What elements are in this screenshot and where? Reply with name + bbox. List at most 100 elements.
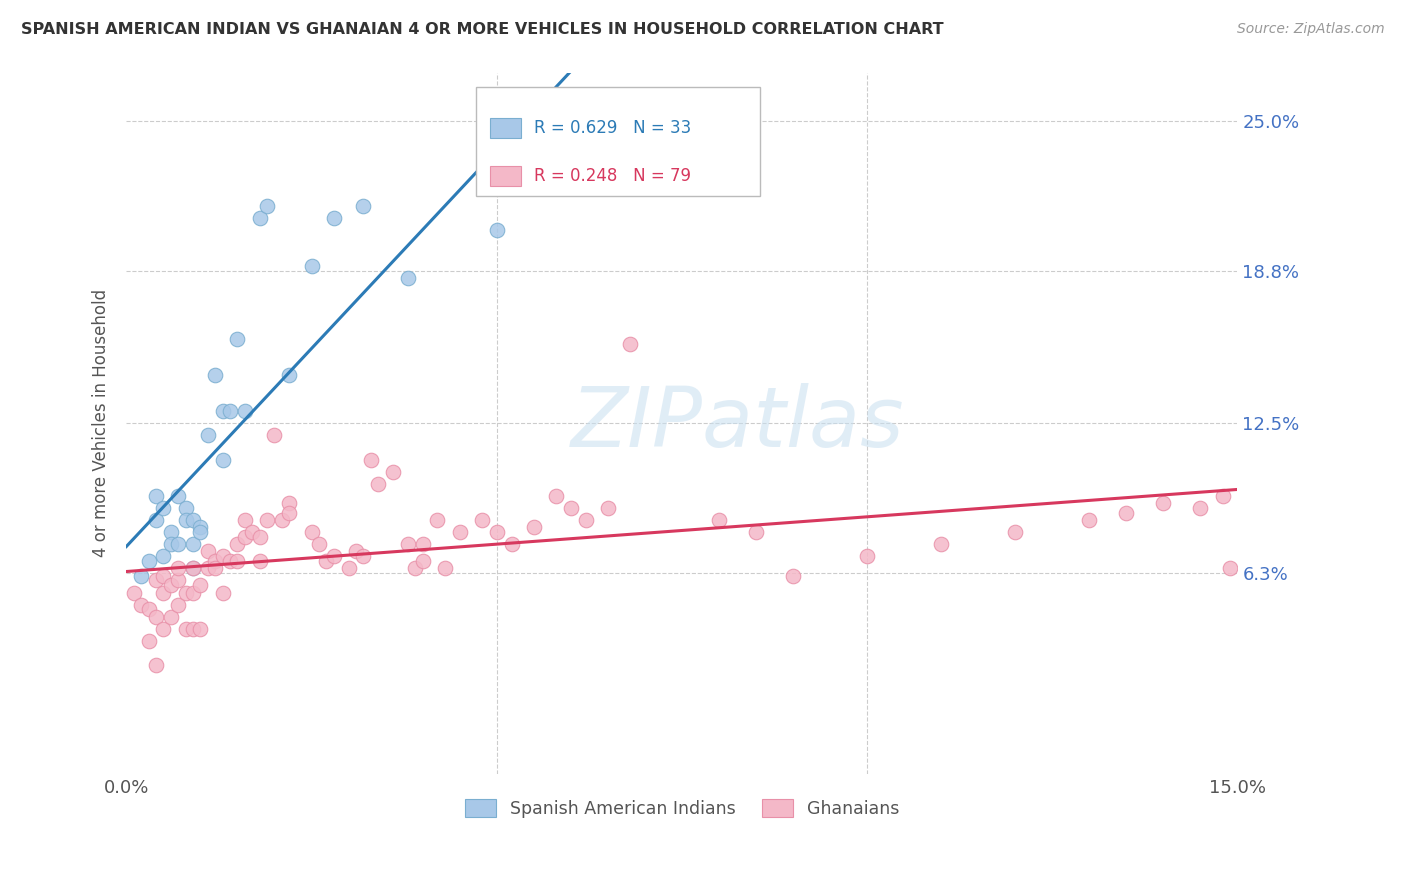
Point bbox=[278, 496, 301, 510]
Point bbox=[167, 574, 190, 588]
Point bbox=[152, 622, 174, 636]
Point bbox=[181, 537, 204, 551]
Point bbox=[211, 585, 233, 599]
Point bbox=[367, 476, 389, 491]
Point bbox=[308, 537, 330, 551]
Point bbox=[707, 513, 730, 527]
Point bbox=[181, 561, 204, 575]
Point bbox=[396, 271, 419, 285]
Point bbox=[322, 549, 344, 564]
Point bbox=[204, 368, 226, 382]
Point bbox=[233, 513, 256, 527]
Point bbox=[745, 525, 768, 540]
Point bbox=[138, 554, 160, 568]
Point bbox=[145, 609, 167, 624]
Point bbox=[167, 537, 190, 551]
Point bbox=[278, 506, 301, 520]
Point bbox=[167, 598, 190, 612]
Text: R = 0.629   N = 33: R = 0.629 N = 33 bbox=[534, 120, 692, 137]
Point bbox=[181, 513, 204, 527]
Point bbox=[352, 549, 374, 564]
Point bbox=[249, 530, 271, 544]
Point bbox=[197, 428, 219, 442]
Point bbox=[301, 525, 323, 540]
Point bbox=[181, 585, 204, 599]
Point bbox=[211, 452, 233, 467]
Point bbox=[270, 513, 292, 527]
Point bbox=[167, 561, 190, 575]
Point bbox=[152, 500, 174, 515]
Point bbox=[249, 211, 271, 225]
Point bbox=[501, 537, 523, 551]
Point bbox=[219, 554, 242, 568]
Point bbox=[929, 537, 952, 551]
Point bbox=[1189, 500, 1212, 515]
Point bbox=[174, 622, 197, 636]
Point bbox=[174, 500, 197, 515]
Point bbox=[138, 633, 160, 648]
Point bbox=[352, 199, 374, 213]
Point bbox=[523, 520, 546, 534]
Point bbox=[190, 622, 212, 636]
Point bbox=[1078, 513, 1101, 527]
Point bbox=[174, 585, 197, 599]
Bar bbox=[489, 166, 520, 186]
Point bbox=[233, 530, 256, 544]
Point bbox=[129, 598, 152, 612]
Legend: Spanish American Indians, Ghanaians: Spanish American Indians, Ghanaians bbox=[458, 792, 905, 825]
Point bbox=[396, 537, 419, 551]
FancyBboxPatch shape bbox=[477, 87, 759, 195]
Point bbox=[1219, 561, 1241, 575]
Y-axis label: 4 or more Vehicles in Household: 4 or more Vehicles in Household bbox=[93, 289, 110, 558]
Text: ZIPatlas: ZIPatlas bbox=[571, 383, 904, 464]
Point bbox=[322, 211, 344, 225]
Point bbox=[226, 554, 249, 568]
Point bbox=[433, 561, 456, 575]
Point bbox=[233, 404, 256, 418]
Point bbox=[301, 260, 323, 274]
Point bbox=[382, 465, 405, 479]
Point bbox=[263, 428, 285, 442]
Point bbox=[315, 554, 337, 568]
Point bbox=[404, 561, 426, 575]
Point bbox=[344, 544, 367, 558]
Point bbox=[337, 561, 360, 575]
Point bbox=[412, 537, 434, 551]
Point bbox=[181, 561, 204, 575]
Text: SPANISH AMERICAN INDIAN VS GHANAIAN 4 OR MORE VEHICLES IN HOUSEHOLD CORRELATION : SPANISH AMERICAN INDIAN VS GHANAIAN 4 OR… bbox=[21, 22, 943, 37]
Point bbox=[129, 568, 152, 582]
Point bbox=[782, 568, 804, 582]
Point bbox=[197, 561, 219, 575]
Text: Source: ZipAtlas.com: Source: ZipAtlas.com bbox=[1237, 22, 1385, 37]
Point bbox=[167, 489, 190, 503]
Point bbox=[360, 452, 382, 467]
Point bbox=[1152, 496, 1174, 510]
Point bbox=[1212, 489, 1234, 503]
Point bbox=[412, 554, 434, 568]
Point bbox=[449, 525, 471, 540]
Point bbox=[190, 520, 212, 534]
Point bbox=[204, 554, 226, 568]
Point bbox=[159, 525, 181, 540]
Point bbox=[181, 622, 204, 636]
Point bbox=[485, 525, 508, 540]
Point bbox=[426, 513, 449, 527]
Point bbox=[152, 568, 174, 582]
Point bbox=[256, 513, 278, 527]
Point bbox=[152, 585, 174, 599]
Point bbox=[211, 404, 233, 418]
Point bbox=[190, 578, 212, 592]
Point bbox=[544, 489, 567, 503]
Point bbox=[145, 658, 167, 673]
Point bbox=[574, 513, 596, 527]
Point bbox=[145, 489, 167, 503]
Point bbox=[145, 574, 167, 588]
Point bbox=[159, 578, 181, 592]
Point bbox=[256, 199, 278, 213]
Point bbox=[619, 336, 641, 351]
Point bbox=[278, 368, 301, 382]
Point bbox=[240, 525, 263, 540]
Point bbox=[560, 500, 582, 515]
Point bbox=[211, 549, 233, 564]
Point bbox=[190, 525, 212, 540]
